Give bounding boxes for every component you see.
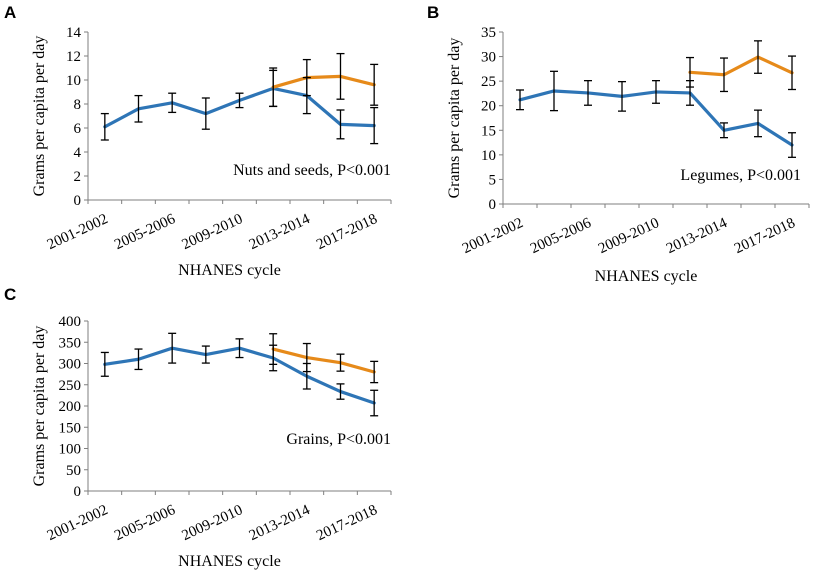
series-line-orange — [271, 347, 376, 374]
error-bar-blue — [788, 132, 796, 158]
y-tick-label: 14 — [66, 25, 82, 41]
error-bar-orange — [302, 58, 311, 97]
x-tick-label: 2005-2006 — [112, 502, 178, 544]
error-bar-blue — [100, 351, 109, 377]
x-tick-label: 2009-2010 — [180, 502, 246, 544]
error-bar-orange — [336, 52, 345, 100]
x-tick-label: 2017-2018 — [732, 215, 798, 257]
y-tick-label: 6 — [74, 121, 82, 137]
error-bar-orange — [336, 353, 345, 372]
y-axis-title: Grams per capita per day — [31, 326, 48, 487]
x-tick-label: 2009-2010 — [596, 215, 662, 257]
error-bar-blue — [652, 80, 660, 104]
error-bar-blue — [618, 80, 626, 112]
y-tick-label: 35 — [481, 25, 496, 41]
x-tick-label: 2013-2014 — [247, 211, 313, 253]
error-bar-blue — [235, 92, 244, 109]
error-bar-blue — [168, 332, 177, 364]
y-tick-label: 0 — [74, 193, 82, 209]
error-bar-orange — [269, 67, 278, 108]
error-bar-blue — [134, 348, 143, 371]
y-tick-label: 10 — [481, 148, 496, 164]
error-bar-orange — [302, 342, 311, 373]
error-bar-blue — [201, 97, 210, 130]
error-bar-blue — [201, 345, 210, 364]
error-bar-orange — [370, 63, 379, 106]
panel-letter: C — [4, 285, 16, 304]
y-tick-label: 10 — [66, 73, 81, 89]
error-bar-blue — [370, 106, 379, 145]
x-tick-label: 2001-2002 — [45, 211, 111, 253]
panel-letter: B — [427, 3, 439, 22]
y-tick-label: 50 — [66, 463, 81, 479]
y-tick-label: 150 — [59, 420, 82, 436]
y-tick-label: 8 — [74, 97, 82, 113]
y-tick-label: 400 — [59, 314, 82, 330]
error-bar-blue — [134, 94, 143, 123]
x-tick-label: 2013-2014 — [247, 502, 313, 544]
x-tick-label: 2001-2002 — [460, 215, 526, 257]
error-bar-orange — [370, 360, 379, 384]
y-tick-label: 300 — [59, 357, 82, 373]
y-tick-label: 15 — [481, 123, 496, 139]
y-tick-label: 0 — [74, 484, 82, 500]
panel-letter: A — [4, 3, 16, 22]
y-axis-title: Grams per capita per day — [31, 36, 48, 197]
y-tick-label: 2 — [74, 169, 82, 185]
error-bar-blue — [100, 112, 109, 141]
panel-annotation: Legumes, P<0.001 — [680, 167, 801, 184]
error-bar-orange — [686, 56, 694, 88]
x-axis-title: NHANES cycle — [595, 268, 698, 285]
y-tick-label: 20 — [481, 99, 496, 115]
y-tick-label: 12 — [66, 49, 81, 65]
x-tick-label: 2017-2018 — [314, 502, 380, 544]
error-bar-blue — [516, 89, 524, 111]
panel-annotation: Grains, P<0.001 — [286, 431, 391, 448]
x-tick-label: 2005-2006 — [528, 215, 594, 257]
error-bar-blue — [370, 389, 379, 417]
error-bar-blue — [754, 109, 762, 138]
y-tick-label: 25 — [481, 74, 496, 90]
error-bar-orange — [720, 57, 728, 93]
series-line-orange — [271, 74, 376, 89]
error-bar-orange — [269, 333, 278, 366]
x-tick-label: 2009-2010 — [180, 211, 246, 253]
x-axis-title: NHANES cycle — [178, 553, 281, 570]
y-tick-label: 30 — [481, 50, 496, 66]
x-tick-label: 2005-2006 — [112, 211, 178, 253]
y-tick-label: 4 — [74, 145, 82, 161]
error-bar-orange — [754, 40, 762, 74]
error-bar-blue — [168, 92, 177, 114]
error-bar-blue — [336, 109, 345, 140]
panel-b: B 0 5 10 15 20 25 30 35 2001-2002 2005-2006 2009-20… — [427, 3, 810, 285]
series-line-orange — [688, 55, 794, 77]
x-tick-label: 2001-2002 — [45, 502, 111, 544]
y-axis-title: Grams per capita per day — [446, 38, 463, 199]
y-tick-label: 0 — [489, 197, 497, 213]
error-bar-blue — [235, 338, 244, 359]
error-bar-blue — [720, 122, 728, 139]
error-bar-orange — [788, 55, 796, 91]
x-axis-title: NHANES cycle — [178, 262, 281, 279]
panel-annotation: Nuts and seeds, P<0.001 — [233, 162, 391, 179]
y-tick-label: 200 — [59, 399, 82, 415]
x-tick-label: 2017-2018 — [314, 211, 380, 253]
y-tick-label: 5 — [489, 172, 497, 188]
y-tick-label: 100 — [59, 442, 82, 458]
error-bar-blue — [584, 80, 592, 106]
x-tick-label: 2013-2014 — [664, 215, 730, 257]
y-tick-label: 350 — [59, 335, 82, 351]
y-tick-label: 250 — [59, 378, 82, 394]
error-bar-blue — [336, 383, 345, 400]
panel-c: C 0 50 100 150 200 250 300 350 400 2001-2002 2005-2… — [4, 285, 392, 570]
error-bar-blue — [550, 70, 558, 112]
